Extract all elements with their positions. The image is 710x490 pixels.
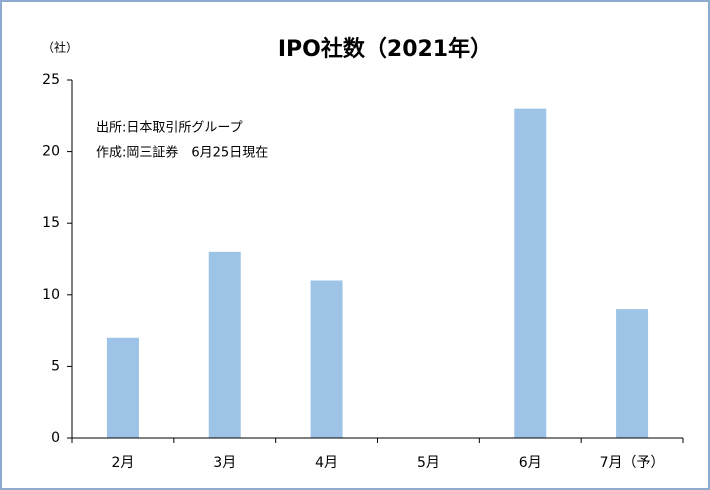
- y-tick-label: 0: [51, 430, 60, 446]
- y-unit: （社）: [42, 40, 78, 55]
- y-tick-label: 25: [42, 72, 60, 88]
- y-tick-label: 20: [42, 144, 60, 160]
- bar: [514, 108, 547, 438]
- bar: [310, 280, 343, 438]
- x-tick-label: 5月: [417, 455, 440, 471]
- bar: [208, 251, 241, 438]
- y-tick-label: 5: [51, 358, 60, 374]
- x-tick-label: 6月: [519, 455, 542, 471]
- chart-title: IPO社数（2021年）: [278, 36, 492, 62]
- x-tick-label: 7月（予）: [600, 455, 665, 471]
- annotation: 出所:日本取引所グループ: [96, 121, 243, 136]
- annotation: 作成:岡三証券 6月25日現在: [96, 145, 268, 161]
- y-tick-label: 15: [42, 215, 60, 231]
- bar: [106, 337, 139, 438]
- x-tick-label: 2月: [111, 455, 134, 471]
- y-tick-label: 10: [42, 287, 60, 303]
- x-tick-label: 3月: [213, 455, 236, 471]
- bar: [616, 309, 649, 438]
- x-tick-label: 4月: [315, 455, 338, 471]
